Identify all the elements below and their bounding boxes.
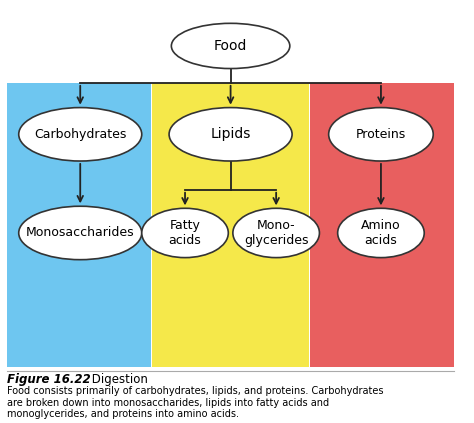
Ellipse shape	[337, 208, 424, 258]
Text: Food consists primarily of carbohydrates, lipids, and proteins. Carbohydrates: Food consists primarily of carbohydrates…	[7, 386, 384, 396]
Ellipse shape	[142, 208, 228, 258]
Text: Proteins: Proteins	[356, 128, 406, 141]
Text: Figure 16.22: Figure 16.22	[7, 373, 91, 386]
Ellipse shape	[19, 206, 142, 260]
Ellipse shape	[169, 107, 292, 161]
Ellipse shape	[233, 208, 319, 258]
Ellipse shape	[172, 23, 290, 69]
Ellipse shape	[19, 107, 142, 161]
Ellipse shape	[328, 107, 433, 161]
Text: Digestion: Digestion	[89, 373, 148, 386]
Bar	[310, 83, 454, 367]
Text: Carbohydrates: Carbohydrates	[34, 128, 127, 141]
Text: Monosaccharides: Monosaccharides	[26, 226, 135, 239]
Text: Mono-
glycerides: Mono- glycerides	[244, 219, 309, 247]
Text: Food: Food	[214, 39, 247, 53]
Bar	[7, 83, 151, 367]
Bar	[152, 83, 309, 367]
Text: Lipids: Lipids	[210, 127, 251, 141]
Text: monoglycerides, and proteins into amino acids.: monoglycerides, and proteins into amino …	[7, 409, 239, 419]
Text: are broken down into monosaccharides, lipids into fatty acids and: are broken down into monosaccharides, li…	[7, 398, 329, 408]
Text: Amino
acids: Amino acids	[361, 219, 401, 247]
Text: Fatty
acids: Fatty acids	[169, 219, 201, 247]
